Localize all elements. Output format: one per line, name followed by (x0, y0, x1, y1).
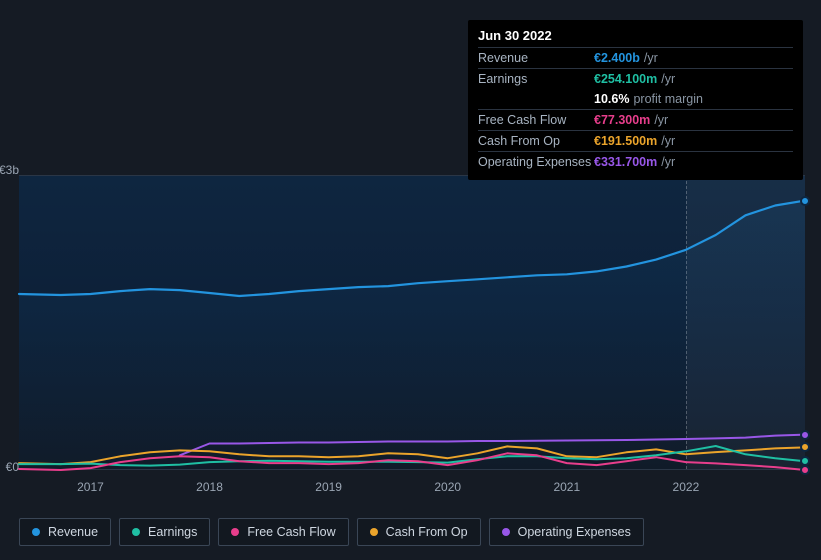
series-area-revenue (19, 201, 805, 471)
chart-lines-svg (19, 176, 805, 469)
x-axis-tick-label: 2017 (77, 480, 104, 494)
series-end-dot-fcf (800, 465, 810, 475)
legend-item-opex[interactable]: Operating Expenses (489, 518, 644, 546)
chart-legend: Revenue Earnings Free Cash Flow Cash From O… (19, 518, 644, 546)
x-axis-tick-label: 2019 (315, 480, 342, 494)
legend-dot-icon (32, 528, 40, 536)
data-tooltip: Jun 30 2022 Revenue€2.400b/yrEarnings€25… (468, 20, 803, 180)
tooltip-date: Jun 30 2022 (478, 28, 793, 47)
tooltip-row: Earnings€254.100m/yr (478, 68, 793, 89)
tooltip-row: 10.6% profit margin (478, 89, 793, 109)
x-axis-tick-label: 2020 (434, 480, 461, 494)
tooltip-row-value: 10.6% (594, 92, 629, 106)
series-end-dot-cashop (800, 442, 810, 452)
tooltip-row-label: Revenue (478, 51, 594, 65)
legend-dot-icon (370, 528, 378, 536)
legend-label: Cash From Op (386, 525, 468, 539)
tooltip-row-suffix: /yr (644, 51, 658, 65)
y-axis-max-label: €3b (0, 163, 19, 177)
series-end-dot-opex (800, 430, 810, 440)
tooltip-row-label: Free Cash Flow (478, 113, 594, 127)
x-axis-tick-label: 2018 (196, 480, 223, 494)
tooltip-row-suffix: /yr (661, 72, 675, 86)
legend-dot-icon (502, 528, 510, 536)
tooltip-row: Operating Expenses€331.700m/yr (478, 151, 793, 172)
tooltip-row: Cash From Op€191.500m/yr (478, 130, 793, 151)
legend-dot-icon (132, 528, 140, 536)
y-axis-min-label: €0 (6, 460, 19, 474)
tooltip-row-suffix: /yr (654, 113, 668, 127)
tooltip-row-suffix: /yr (661, 155, 675, 169)
x-axis-labels: 2017 2018 2019 2020 2021 2022 (19, 480, 805, 498)
legend-item-revenue[interactable]: Revenue (19, 518, 111, 546)
legend-item-earnings[interactable]: Earnings (119, 518, 210, 546)
tooltip-row-value: €77.300m (594, 113, 650, 127)
legend-label: Earnings (148, 525, 197, 539)
tooltip-row: Revenue€2.400b/yr (478, 47, 793, 68)
legend-label: Free Cash Flow (247, 525, 335, 539)
x-axis-tick-label: 2021 (553, 480, 580, 494)
tooltip-row: Free Cash Flow€77.300m/yr (478, 109, 793, 130)
tooltip-row-label: Cash From Op (478, 134, 594, 148)
tooltip-row-value: €2.400b (594, 51, 640, 65)
legend-item-cashop[interactable]: Cash From Op (357, 518, 481, 546)
tooltip-row-value: €254.100m (594, 72, 657, 86)
chart-plot-area[interactable] (19, 175, 805, 470)
tooltip-row-label: Operating Expenses (478, 155, 594, 169)
tooltip-row-label: Earnings (478, 72, 594, 86)
x-axis-tick-label: 2022 (673, 480, 700, 494)
tooltip-row-suffix: /yr (661, 134, 675, 148)
tooltip-row-suffix: profit margin (633, 92, 702, 106)
tooltip-row-value: €191.500m (594, 134, 657, 148)
tooltip-row-label (478, 92, 594, 106)
tooltip-row-value: €331.700m (594, 155, 657, 169)
series-end-dot-revenue (800, 196, 810, 206)
legend-item-fcf[interactable]: Free Cash Flow (218, 518, 348, 546)
legend-dot-icon (231, 528, 239, 536)
legend-label: Operating Expenses (518, 525, 631, 539)
legend-label: Revenue (48, 525, 98, 539)
